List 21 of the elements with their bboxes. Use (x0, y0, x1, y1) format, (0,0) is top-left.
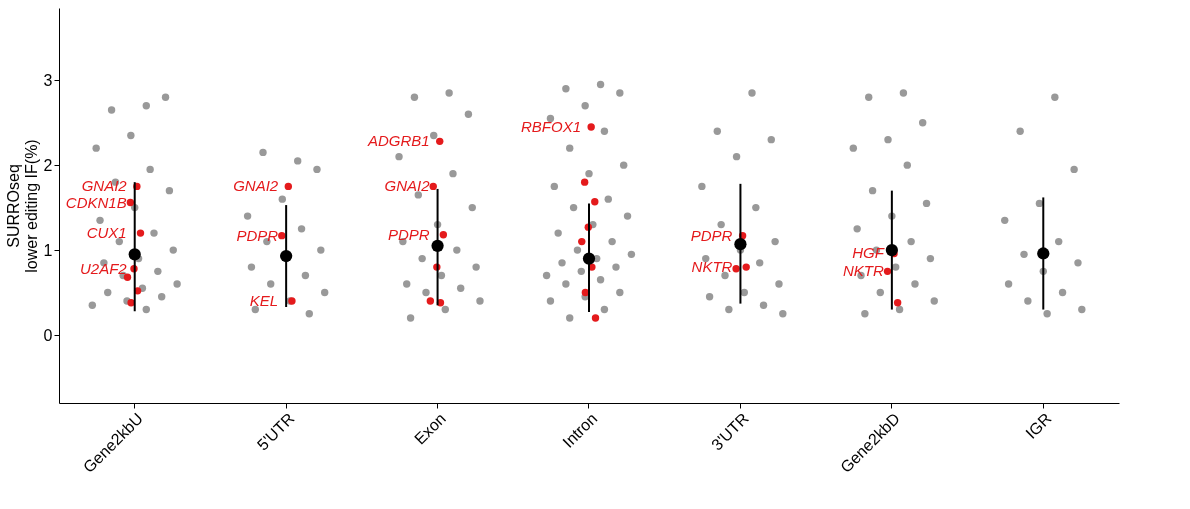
annotation: HGF (852, 244, 885, 262)
annotation: GNAI2 (81, 177, 128, 195)
annotation: KEL (249, 292, 279, 310)
annotation: GNAI2 (384, 177, 431, 195)
y-tick-label: 0 (43, 326, 53, 344)
annotation: PDPR (387, 225, 430, 243)
annotation: ADGRB1 (366, 132, 430, 150)
annotation: PDPR (690, 226, 733, 244)
annotation: CUX1 (86, 224, 127, 242)
annotation: NKTR (843, 262, 885, 280)
annotation: RBFOX1 (520, 117, 581, 135)
y-tick-label: 3 (43, 71, 53, 89)
annotation: CDKN1B (65, 193, 127, 211)
y-tick-label: 1 (43, 241, 53, 259)
annotation: PDPR (236, 226, 279, 244)
annotation: NKTR (691, 258, 733, 276)
y-tick-label: 2 (43, 156, 53, 174)
x-tick-label: IGR (1022, 409, 1055, 442)
annotation: U2AF2 (80, 259, 128, 277)
annotation: GNAI2 (233, 177, 279, 195)
y-axis-title: SURROseq lower editing IF(%) (4, 139, 40, 273)
